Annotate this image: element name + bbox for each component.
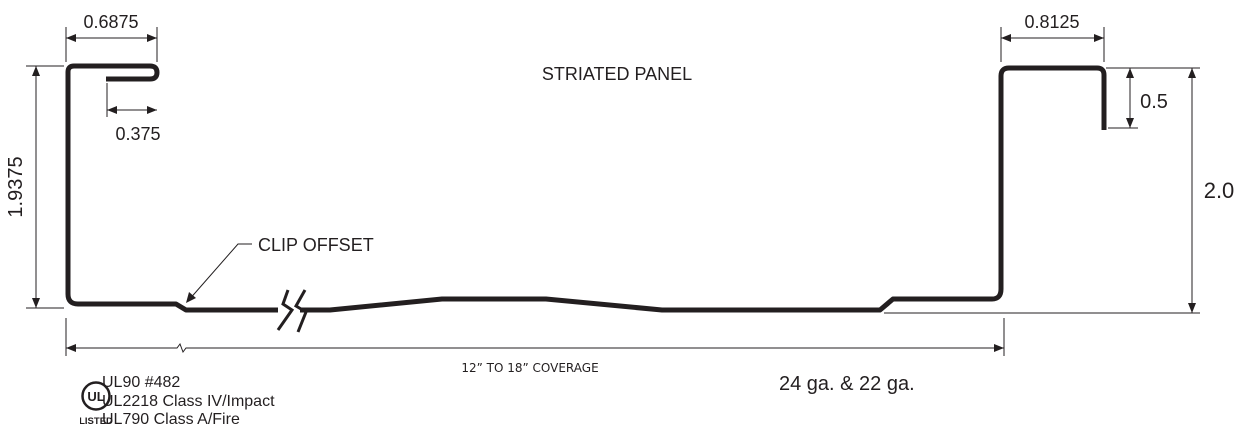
arrowheads	[32, 34, 1196, 352]
clip-offset-label: CLIP OFFSET	[258, 235, 374, 255]
panel-profile-right	[300, 65, 1107, 313]
dim-left-height: 1.9375	[5, 156, 27, 217]
dim-right-height: 2.0	[1204, 178, 1235, 203]
certification-line: UL90 #482	[102, 374, 181, 391]
dim-right-flange-width: 0.8125	[1024, 12, 1079, 32]
ul-logo-mark: UL	[87, 389, 104, 404]
panel-profile	[65, 63, 1107, 313]
dim-left-flange-width: 0.6875	[83, 12, 138, 32]
ul-listed-text: LISTED	[80, 416, 113, 427]
coverage-label: 12” TO 18” COVERAGE	[461, 361, 598, 375]
panel-profile-left	[65, 63, 278, 313]
break-symbol	[276, 289, 308, 333]
certification-line: UL790 Class A/Fire	[102, 411, 240, 428]
certification-line: UL2218 Class IV/Impact	[102, 392, 275, 410]
gauge-label: 24 ga. & 22 ga.	[779, 373, 915, 395]
dim-left-hem: 0.375	[115, 124, 160, 144]
certification-list: UL90 #482 UL2218 Class IV/Impact UL790 C…	[102, 374, 275, 430]
dim-right-drop: 0.5	[1140, 91, 1168, 113]
panel-title: STRIATED PANEL	[542, 64, 692, 84]
ul-listed-logo: UL LISTED	[80, 381, 113, 427]
